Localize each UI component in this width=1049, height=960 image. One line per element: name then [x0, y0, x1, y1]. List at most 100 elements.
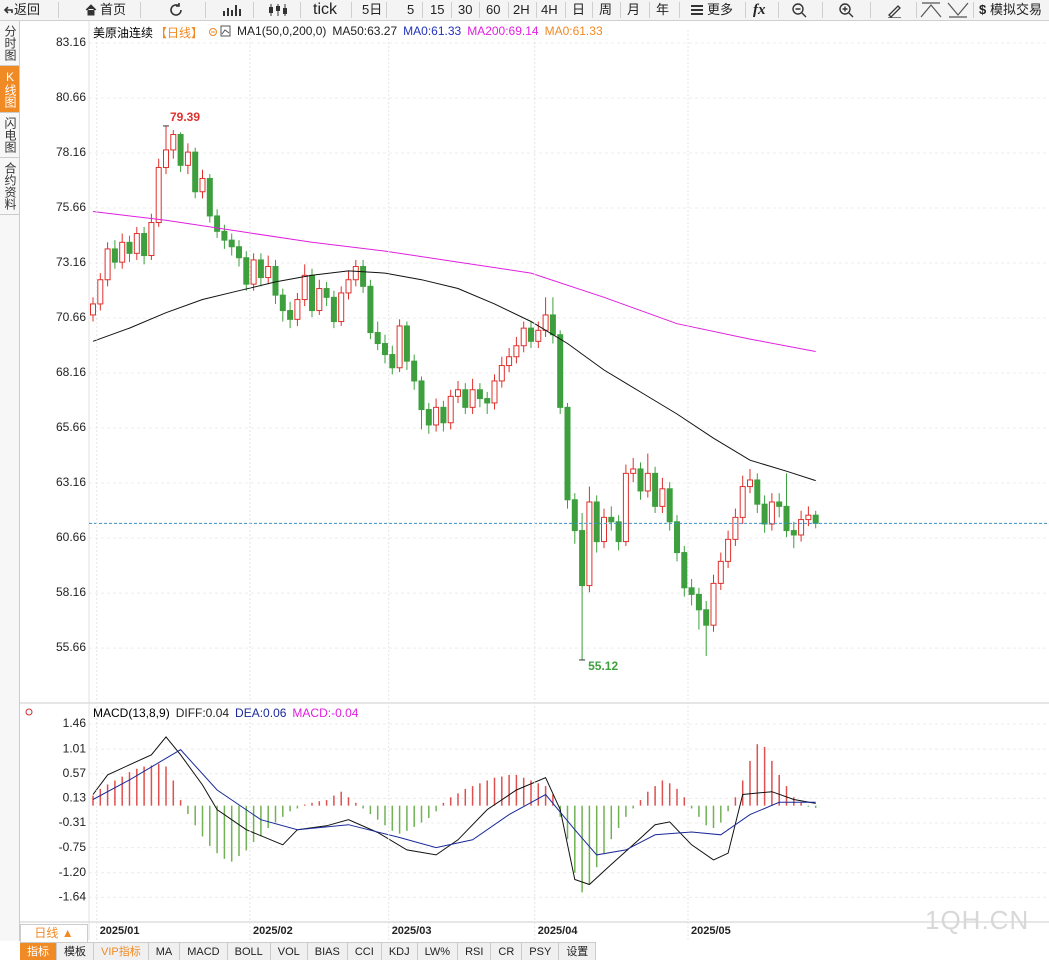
- macd-bar: [625, 805, 627, 817]
- macd-bar: [595, 805, 598, 868]
- period-button[interactable]: 年: [656, 2, 670, 17]
- sidebar-tab[interactable]: 合约资料: [0, 158, 19, 215]
- macd-bar: [347, 797, 350, 806]
- macd-bar: [318, 801, 321, 806]
- period-button[interactable]: tick: [313, 1, 337, 18]
- macd-bar: [537, 783, 540, 806]
- macd-bar: [778, 774, 780, 806]
- indicator-tab[interactable]: LW%: [418, 943, 459, 960]
- candle-body: [659, 488, 666, 507]
- legend-icons[interactable]: [209, 24, 231, 38]
- period-button[interactable]: 5: [407, 2, 415, 17]
- indicator-tab[interactable]: CCI: [348, 943, 382, 960]
- more-button[interactable]: 更多: [707, 2, 734, 17]
- macd-bar: [223, 805, 226, 859]
- period-button[interactable]: 60: [486, 2, 501, 17]
- legend-entry: MA0:61.33: [403, 24, 462, 38]
- macd-bar: [128, 772, 131, 806]
- candle-body: [360, 266, 367, 287]
- back-button[interactable]: 返回: [14, 2, 41, 17]
- period-button[interactable]: 30: [458, 2, 473, 17]
- period-button[interactable]: 周: [599, 2, 613, 17]
- sidebar-tab[interactable]: K线图: [0, 66, 19, 113]
- y-tick-label: 83.16: [56, 35, 86, 49]
- indicator-tab[interactable]: CR: [491, 943, 523, 960]
- candle-body: [542, 314, 549, 331]
- draw-tool[interactable]: [886, 2, 902, 18]
- up-tool[interactable]: [920, 2, 942, 18]
- indicator-tab[interactable]: BIAS: [308, 943, 348, 960]
- macd-bar: [508, 774, 510, 806]
- candle-body: [695, 593, 702, 611]
- candle-icon[interactable]: [268, 3, 290, 17]
- macd-bar: [420, 805, 423, 823]
- macd-bar: [464, 788, 467, 806]
- indicator-tab[interactable]: MACD: [180, 943, 228, 960]
- indicator-tab[interactable]: 指标: [20, 943, 57, 960]
- candle-body: [586, 501, 593, 587]
- x-tick-label: 2025/01: [100, 925, 140, 937]
- indicator-tab[interactable]: VIP指标: [94, 943, 149, 960]
- macd-bar: [289, 805, 291, 812]
- macd-bar: [398, 805, 401, 834]
- candle-body: [389, 354, 396, 369]
- zoom-out[interactable]: [791, 2, 807, 18]
- period-button[interactable]: 4H: [541, 2, 558, 17]
- y-tick-label: 55.66: [56, 640, 86, 654]
- trade-button[interactable]: 模拟交易: [990, 2, 1043, 17]
- indicator-tab[interactable]: RSI: [458, 943, 492, 960]
- indicator-tab[interactable]: KDJ: [382, 943, 418, 960]
- macd-bar: [216, 805, 218, 854]
- macd-bar: [763, 746, 766, 806]
- indicator-icon[interactable]: [25, 708, 33, 716]
- period-button[interactable]: 15: [430, 2, 445, 17]
- indicator-tab[interactable]: VOL: [271, 943, 308, 960]
- candle-body: [783, 505, 790, 532]
- macd-bar: [136, 768, 138, 806]
- down-tool[interactable]: [947, 2, 969, 18]
- y-tick-label: 75.66: [56, 200, 86, 214]
- indicator-tab[interactable]: 模板: [57, 943, 94, 960]
- legend-entry: DEA:0.06: [235, 706, 287, 720]
- candle-body: [141, 233, 148, 257]
- zoom-in[interactable]: [838, 2, 854, 18]
- back-icon: [3, 6, 13, 14]
- macd-bar: [150, 765, 153, 806]
- candle-body: [776, 501, 783, 507]
- candle-body: [520, 327, 527, 347]
- sidebar-tab[interactable]: 闪电图: [0, 113, 19, 158]
- candle-body: [236, 246, 242, 259]
- period-selector[interactable]: 日线 ▲: [20, 924, 88, 943]
- indicator-tab[interactable]: MA: [149, 943, 181, 960]
- macd-bar: [552, 794, 554, 806]
- y-tick-label: 60.66: [56, 530, 86, 544]
- sidebar-tab[interactable]: 分时图: [0, 21, 19, 66]
- indicator-tab[interactable]: 设置: [559, 943, 597, 960]
- candle-body: [725, 538, 732, 562]
- macd-bar: [209, 805, 211, 846]
- formula-button[interactable]: fx: [753, 2, 766, 18]
- candle-body: [330, 296, 337, 323]
- candle-body: [199, 178, 206, 193]
- candle-body: [133, 233, 140, 254]
- period-button[interactable]: 2H: [513, 2, 530, 17]
- chart-icon[interactable]: [222, 3, 242, 17]
- refresh-icon[interactable]: [168, 2, 184, 18]
- candle-body: [111, 248, 118, 263]
- macd-bar: [230, 805, 233, 862]
- macd-bar: [720, 805, 722, 823]
- indicator-tab[interactable]: BOLL: [228, 943, 271, 960]
- home-button[interactable]: 首页: [100, 2, 127, 17]
- candle-body: [403, 325, 410, 362]
- period-button[interactable]: 5日: [362, 2, 383, 17]
- indicator-tab[interactable]: PSY: [522, 943, 560, 960]
- macd-bar: [639, 800, 642, 806]
- period-button[interactable]: 日: [572, 2, 586, 17]
- period-button[interactable]: 月: [627, 2, 641, 17]
- candle-body: [279, 294, 286, 312]
- macd-bar: [201, 805, 204, 837]
- macd-bar: [581, 805, 583, 893]
- macd-bar: [457, 793, 459, 806]
- macd-bar: [99, 788, 102, 806]
